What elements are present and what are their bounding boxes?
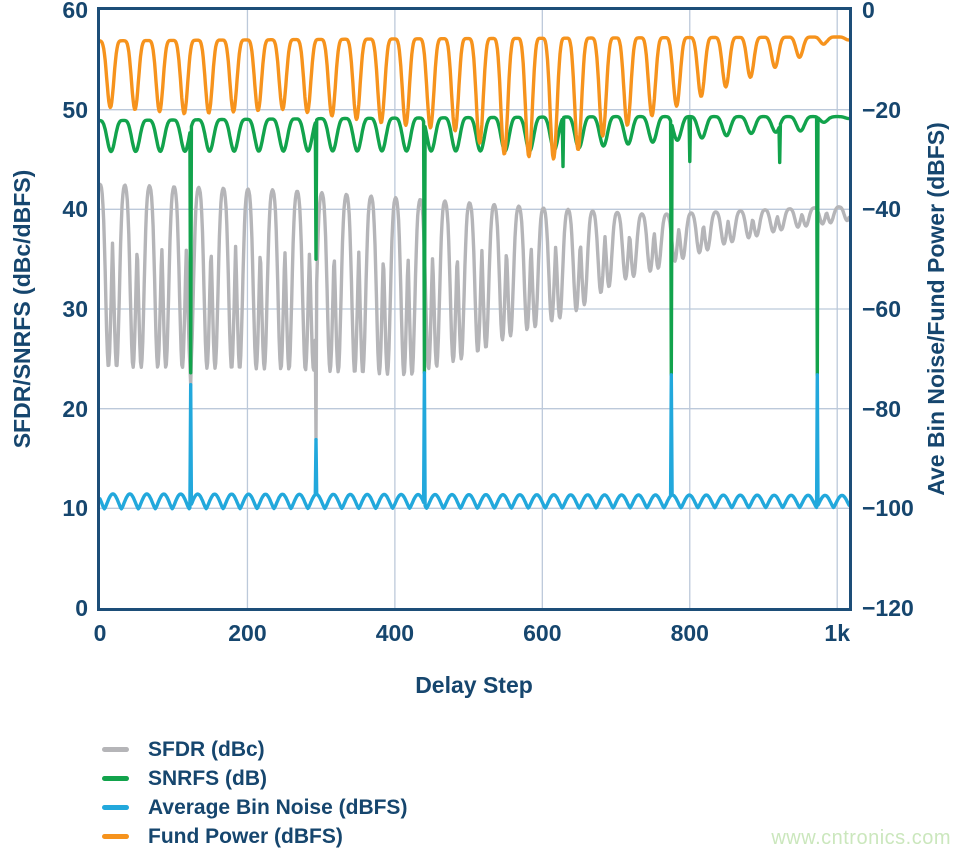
legend-item-snrfs: SNRFS (dB) bbox=[102, 764, 407, 793]
y-left-tick-60: 60 bbox=[62, 0, 88, 23]
watermark: www.cntronics.com bbox=[771, 827, 951, 849]
legend-label-avg-bin-noise: Average Bin Noise (dBFS) bbox=[148, 795, 408, 819]
series-line-fund-power-dbfs bbox=[100, 35, 849, 161]
x-axis-title: Delay Step bbox=[415, 672, 533, 698]
plot-area bbox=[97, 7, 852, 611]
series-line-average-bin-noise-dbfs bbox=[100, 371, 849, 511]
x-tick-400: 400 bbox=[375, 620, 415, 646]
y-left-tick-50: 50 bbox=[62, 96, 88, 123]
legend-label-sfdr: SFDR (dBc) bbox=[148, 737, 265, 761]
y-right-tick-−40: −40 bbox=[862, 196, 902, 223]
x-tick-800: 800 bbox=[670, 620, 709, 646]
legend-item-fund-power: Fund Power (dBFS) bbox=[102, 822, 407, 851]
y-right-tick-−80: −80 bbox=[862, 395, 902, 422]
y-right-tick-−120: −120 bbox=[862, 595, 914, 621]
legend: SFDR (dBc) SNRFS (dB) Average Bin Noise … bbox=[102, 735, 407, 851]
y-right-tick-0: 0 bbox=[862, 0, 875, 23]
legend-swatch-avg-bin-noise bbox=[102, 805, 129, 810]
y-right-tick-−20: −20 bbox=[862, 96, 902, 123]
y-left-tick-20: 20 bbox=[62, 395, 88, 422]
legend-swatch-sfdr bbox=[102, 747, 129, 752]
series-line-sfdr-dbc bbox=[100, 182, 849, 442]
y-left-tick-40: 40 bbox=[62, 196, 88, 223]
x-tick-600: 600 bbox=[523, 620, 562, 646]
series-line-snrfs-db bbox=[100, 114, 849, 377]
legend-swatch-snrfs bbox=[102, 776, 129, 781]
legend-swatch-fund-power bbox=[102, 834, 129, 839]
legend-item-sfdr: SFDR (dBc) bbox=[102, 735, 407, 764]
plot-canvas bbox=[100, 10, 849, 608]
y-left-tick-30: 30 bbox=[62, 296, 88, 322]
x-tick-0: 0 bbox=[93, 620, 107, 646]
y-left-tick-10: 10 bbox=[62, 495, 88, 522]
legend-label-snrfs: SNRFS (dB) bbox=[148, 766, 267, 790]
legend-label-fund-power: Fund Power (dBFS) bbox=[148, 824, 343, 848]
x-tick-1k: 1k bbox=[824, 620, 850, 646]
y-left-tick-0: 0 bbox=[75, 595, 88, 621]
x-tick-200: 200 bbox=[228, 620, 267, 646]
legend-item-avg-bin-noise: Average Bin Noise (dBFS) bbox=[102, 793, 407, 822]
y-right-tick-−100: −100 bbox=[862, 495, 914, 522]
y-right-tick-−60: −60 bbox=[862, 296, 902, 322]
